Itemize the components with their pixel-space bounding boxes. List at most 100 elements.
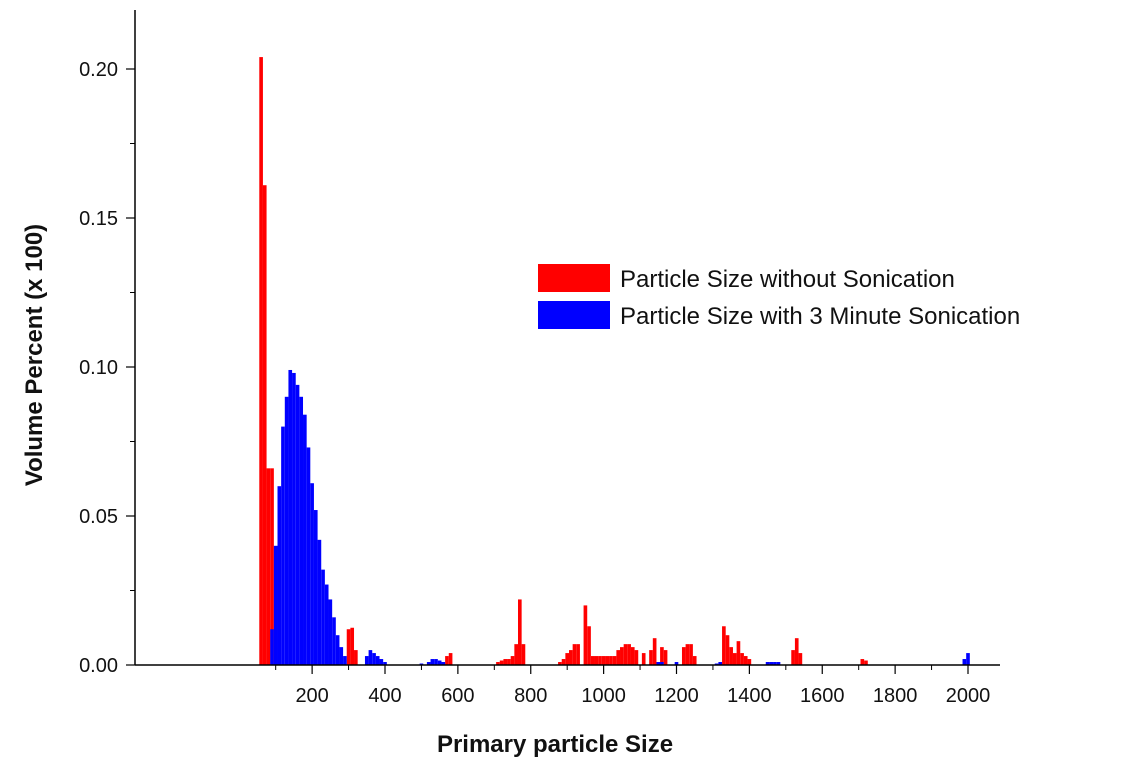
bar-series-0-50 (732, 653, 737, 665)
x-tick-label: 1600 (800, 685, 845, 707)
bar-series-0-16 (521, 644, 526, 665)
bar-series-1-37 (718, 662, 723, 665)
bar-series-1-10 (306, 447, 311, 665)
bar-series-0-19 (565, 653, 570, 665)
bar-series-0-13 (510, 656, 515, 665)
legend-swatch-1 (538, 301, 610, 329)
bar-series-0-17 (558, 662, 562, 665)
x-tick-label: 200 (295, 685, 328, 707)
bar-series-1-14 (321, 569, 325, 665)
bar-series-1-7 (295, 384, 300, 665)
bar-series-1-29 (430, 659, 435, 665)
bar-series-0-23 (583, 605, 588, 665)
bar-series-0-42 (663, 650, 668, 665)
bar-series-1-33 (656, 662, 661, 665)
bar-series-1-18 (335, 635, 340, 665)
bar-series-0-46 (692, 656, 697, 665)
bar-series-0-21 (572, 644, 577, 665)
x-tick-label: 600 (441, 685, 474, 707)
bar-series-1-2 (277, 486, 282, 665)
bar-series-1-38 (765, 662, 770, 665)
bar-series-0-45 (689, 644, 693, 665)
bar-series-0-36 (630, 647, 635, 665)
bar-series-1-16 (328, 599, 333, 665)
bar-series-0-57 (798, 653, 803, 665)
bar-series-1-13 (317, 539, 322, 665)
bar-series-1-32 (441, 662, 446, 665)
bar-series-1-26 (383, 662, 387, 665)
bar-series-1-42 (962, 659, 967, 665)
bar-series-0-34 (623, 644, 628, 665)
bar-series-0-33 (620, 647, 624, 665)
bar-series-1-23 (372, 653, 376, 665)
bar-series-0-25 (590, 656, 595, 665)
bar-series-1-4 (284, 396, 289, 665)
bar-series-0-8 (448, 653, 453, 665)
bar-series-0-55 (791, 650, 795, 665)
y-tick-label: 0.20 (79, 59, 118, 81)
bar-series-0-37 (634, 650, 639, 665)
bar-series-0-53 (743, 656, 748, 665)
bar-series-1-1 (273, 545, 278, 665)
bar-series-0-56 (794, 638, 799, 665)
bar-series-0-51 (736, 641, 741, 665)
bar-series-0-6 (354, 650, 358, 665)
bar-series-0-22 (576, 644, 580, 665)
bar-series-1-6 (292, 372, 296, 665)
bar-series-1-40 (773, 662, 777, 665)
bar-series-0-4 (346, 629, 351, 665)
bar-series-1-30 (434, 659, 438, 665)
bar-series-0-10 (499, 660, 504, 665)
bar-series-1-0 (270, 629, 274, 665)
bar-series-1-20 (343, 656, 347, 665)
bar-series-0-44 (685, 644, 690, 665)
bar-series-1-21 (364, 656, 369, 665)
bar-series-1-43 (966, 653, 970, 665)
bar-series-0-35 (627, 644, 631, 665)
y-tick-label: 0.00 (79, 655, 118, 677)
bar-series-0-15 (518, 599, 522, 665)
x-tick-label: 2000 (946, 685, 991, 707)
bar-series-0-39 (649, 650, 653, 665)
bar-series-0-49 (729, 647, 733, 665)
x-tick-label: 1800 (873, 685, 918, 707)
y-tick-label: 0.05 (79, 506, 118, 528)
bar-series-0-54 (747, 659, 752, 665)
bar-series-1-22 (368, 650, 373, 665)
bar-series-0-5 (350, 627, 355, 665)
bar-series-0-1 (262, 185, 267, 665)
bar-series-0-3 (270, 468, 274, 665)
labels-layer: 200 400 600 800 1000 1200 1400 1600 1800 2000 0.00… (21, 59, 990, 758)
bar-series-0-59 (864, 660, 868, 665)
bar-series-0-47 (722, 626, 726, 665)
legend-label-0: Particle Size without Sonication (620, 266, 955, 293)
x-tick-label: 800 (514, 685, 547, 707)
bar-series-0-30 (609, 656, 613, 665)
bar-series-1-35 (674, 662, 679, 665)
bar-series-0-48 (725, 635, 730, 665)
bar-series-1-34 (660, 662, 664, 665)
bar-series-1-9 (303, 414, 307, 665)
bar-series-1-41 (776, 662, 781, 665)
bar-series-0-41 (660, 647, 664, 665)
bar-series-1-3 (281, 426, 285, 665)
x-tick-label: 1200 (654, 685, 699, 707)
bar-series-1-15 (324, 584, 329, 665)
bar-series-1-28 (426, 662, 431, 665)
x-axis-title: Primary particle Size (437, 731, 673, 758)
bar-series-0-2 (266, 468, 271, 665)
bar-series-0-11 (503, 659, 508, 665)
bar-series-1-8 (299, 396, 304, 665)
legend: Particle Size without Sonication Particle… (538, 264, 1020, 330)
legend-swatch-0 (538, 264, 610, 292)
bar-series-1-25 (379, 659, 384, 665)
x-tick-label: 400 (368, 685, 401, 707)
bar-series-1-12 (313, 510, 318, 665)
bar-series-0-20 (569, 650, 573, 665)
y-tick-label: 0.15 (79, 208, 118, 230)
bar-series-0-9 (496, 662, 500, 665)
bars-layer (259, 57, 970, 665)
bar-series-0-0 (259, 57, 263, 665)
bar-series-1-17 (332, 617, 336, 665)
